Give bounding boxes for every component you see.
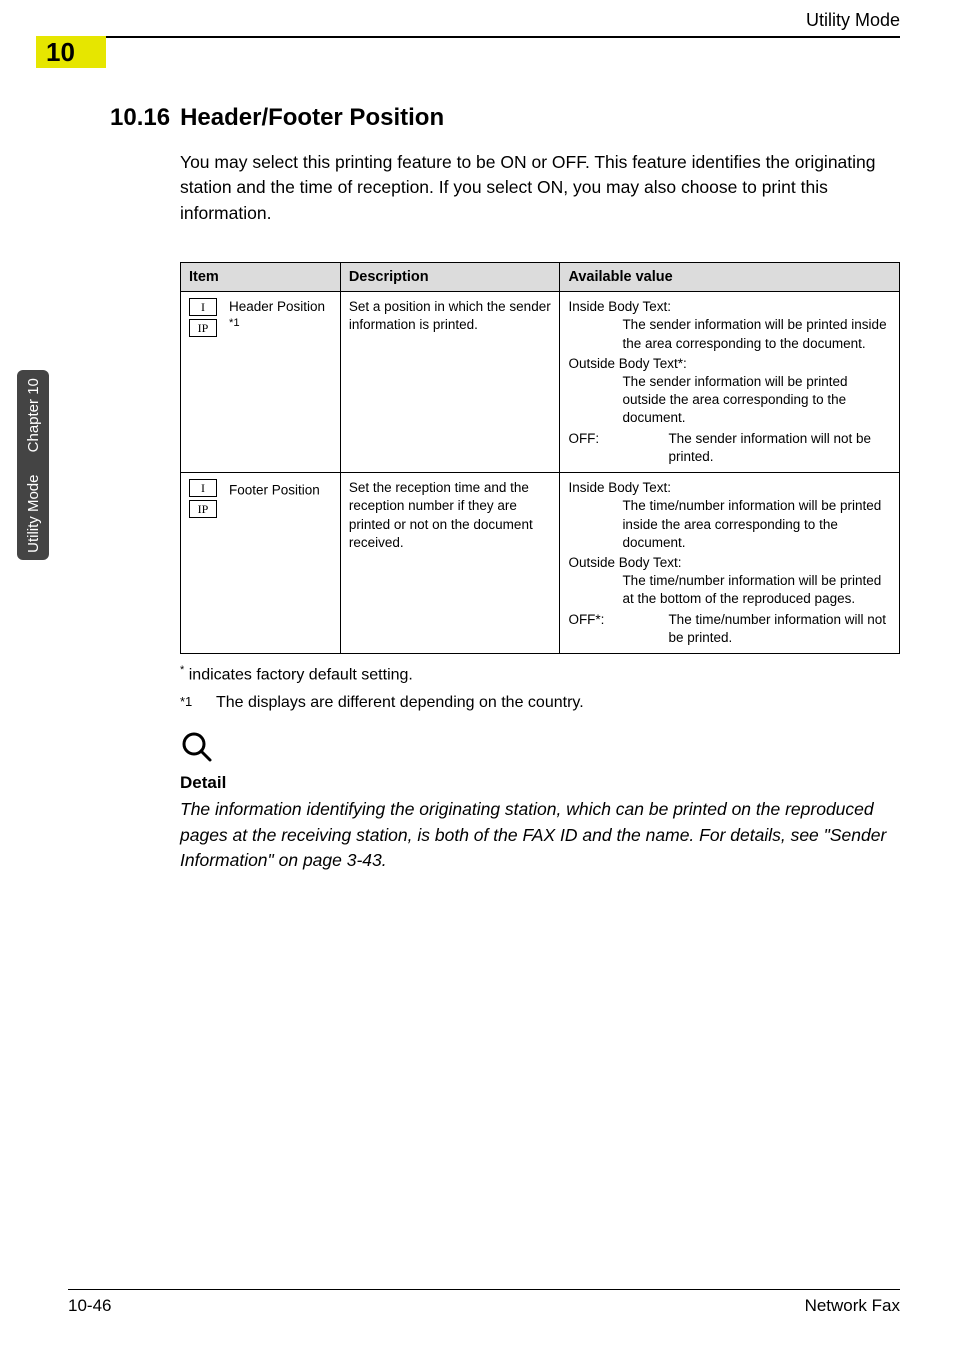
magnifier-icon — [180, 730, 900, 769]
avail-header: Inside Body Text: — [568, 298, 891, 316]
icon-ip: IP — [189, 500, 217, 518]
avail-key: OFF*: — [568, 611, 614, 647]
detail-body: The information identifying the originat… — [180, 797, 900, 873]
avail-value: The time/number information will be prin… — [568, 497, 891, 552]
table-row: I IP Footer Position Set the reception t… — [181, 473, 900, 654]
section-heading: 10.16 Header/Footer Position — [110, 104, 900, 132]
item-icons: I IP — [189, 298, 223, 340]
avail-value: The sender information will not be print… — [614, 430, 891, 466]
header-rule — [106, 36, 900, 38]
header-bar: 10 Utility Mode — [0, 36, 900, 68]
table-row: I IP Header Position *1 Set a position i… — [181, 292, 900, 473]
settings-table: Item Description Available value I IP — [180, 262, 900, 654]
avail-value: The time/number information will be prin… — [568, 572, 891, 608]
avail-value: The time/number information will not be … — [614, 611, 891, 647]
item-icons: I IP — [189, 479, 223, 521]
section-number: 10.16 — [110, 104, 170, 131]
avail-header: Outside Body Text: — [568, 554, 891, 572]
item-available-values: Inside Body Text: The time/number inform… — [560, 473, 900, 654]
item-description: Set the reception time and the reception… — [340, 473, 560, 654]
icon-i: I — [189, 298, 217, 316]
table-col-description: Description — [340, 263, 560, 292]
table-col-available: Available value — [560, 263, 900, 292]
item-label-text: Header Position — [229, 299, 325, 314]
item-label-text: Footer Position — [229, 483, 320, 498]
running-title: Utility Mode — [806, 10, 900, 31]
section-intro: You may select this printing feature to … — [180, 150, 900, 226]
side-tab-label-left: Utility Mode — [25, 474, 42, 552]
footer-page-number: 10-46 — [68, 1296, 111, 1316]
item-label: Header Position *1 — [229, 298, 332, 340]
avail-value: The sender information will be printed i… — [568, 316, 891, 352]
footnote-star1-text: The displays are different depending on … — [216, 694, 584, 711]
item-available-values: Inside Body Text: The sender information… — [560, 292, 900, 473]
table-col-item: Item — [181, 263, 341, 292]
section-title: Header/Footer Position — [180, 104, 444, 131]
avail-key: OFF: — [568, 430, 614, 466]
icon-i: I — [189, 479, 217, 497]
item-label: Footer Position — [229, 479, 332, 521]
footnotes: * indicates factory default setting. *1T… — [180, 664, 900, 712]
footnote-star-marker: * — [180, 664, 184, 676]
avail-header: Outside Body Text*: — [568, 355, 891, 373]
chapter-number-tab: 10 — [36, 36, 106, 68]
item-description: Set a position in which the sender infor… — [340, 292, 560, 473]
item-label-sup: *1 — [229, 317, 240, 329]
footer-doc-title: Network Fax — [805, 1296, 900, 1316]
footnote-star-text: indicates factory default setting. — [189, 666, 413, 683]
avail-header: Inside Body Text: — [568, 479, 891, 497]
detail-title: Detail — [180, 773, 900, 793]
side-tab-label-right: Chapter 10 — [25, 378, 42, 452]
avail-value: The sender information will be printed o… — [568, 373, 891, 428]
page-footer: 10-46 Network Fax — [68, 1289, 900, 1316]
side-chapter-tab: Utility Mode Chapter 10 — [17, 370, 49, 560]
icon-ip: IP — [189, 319, 217, 337]
footnote-star1-marker: *1 — [180, 694, 216, 709]
